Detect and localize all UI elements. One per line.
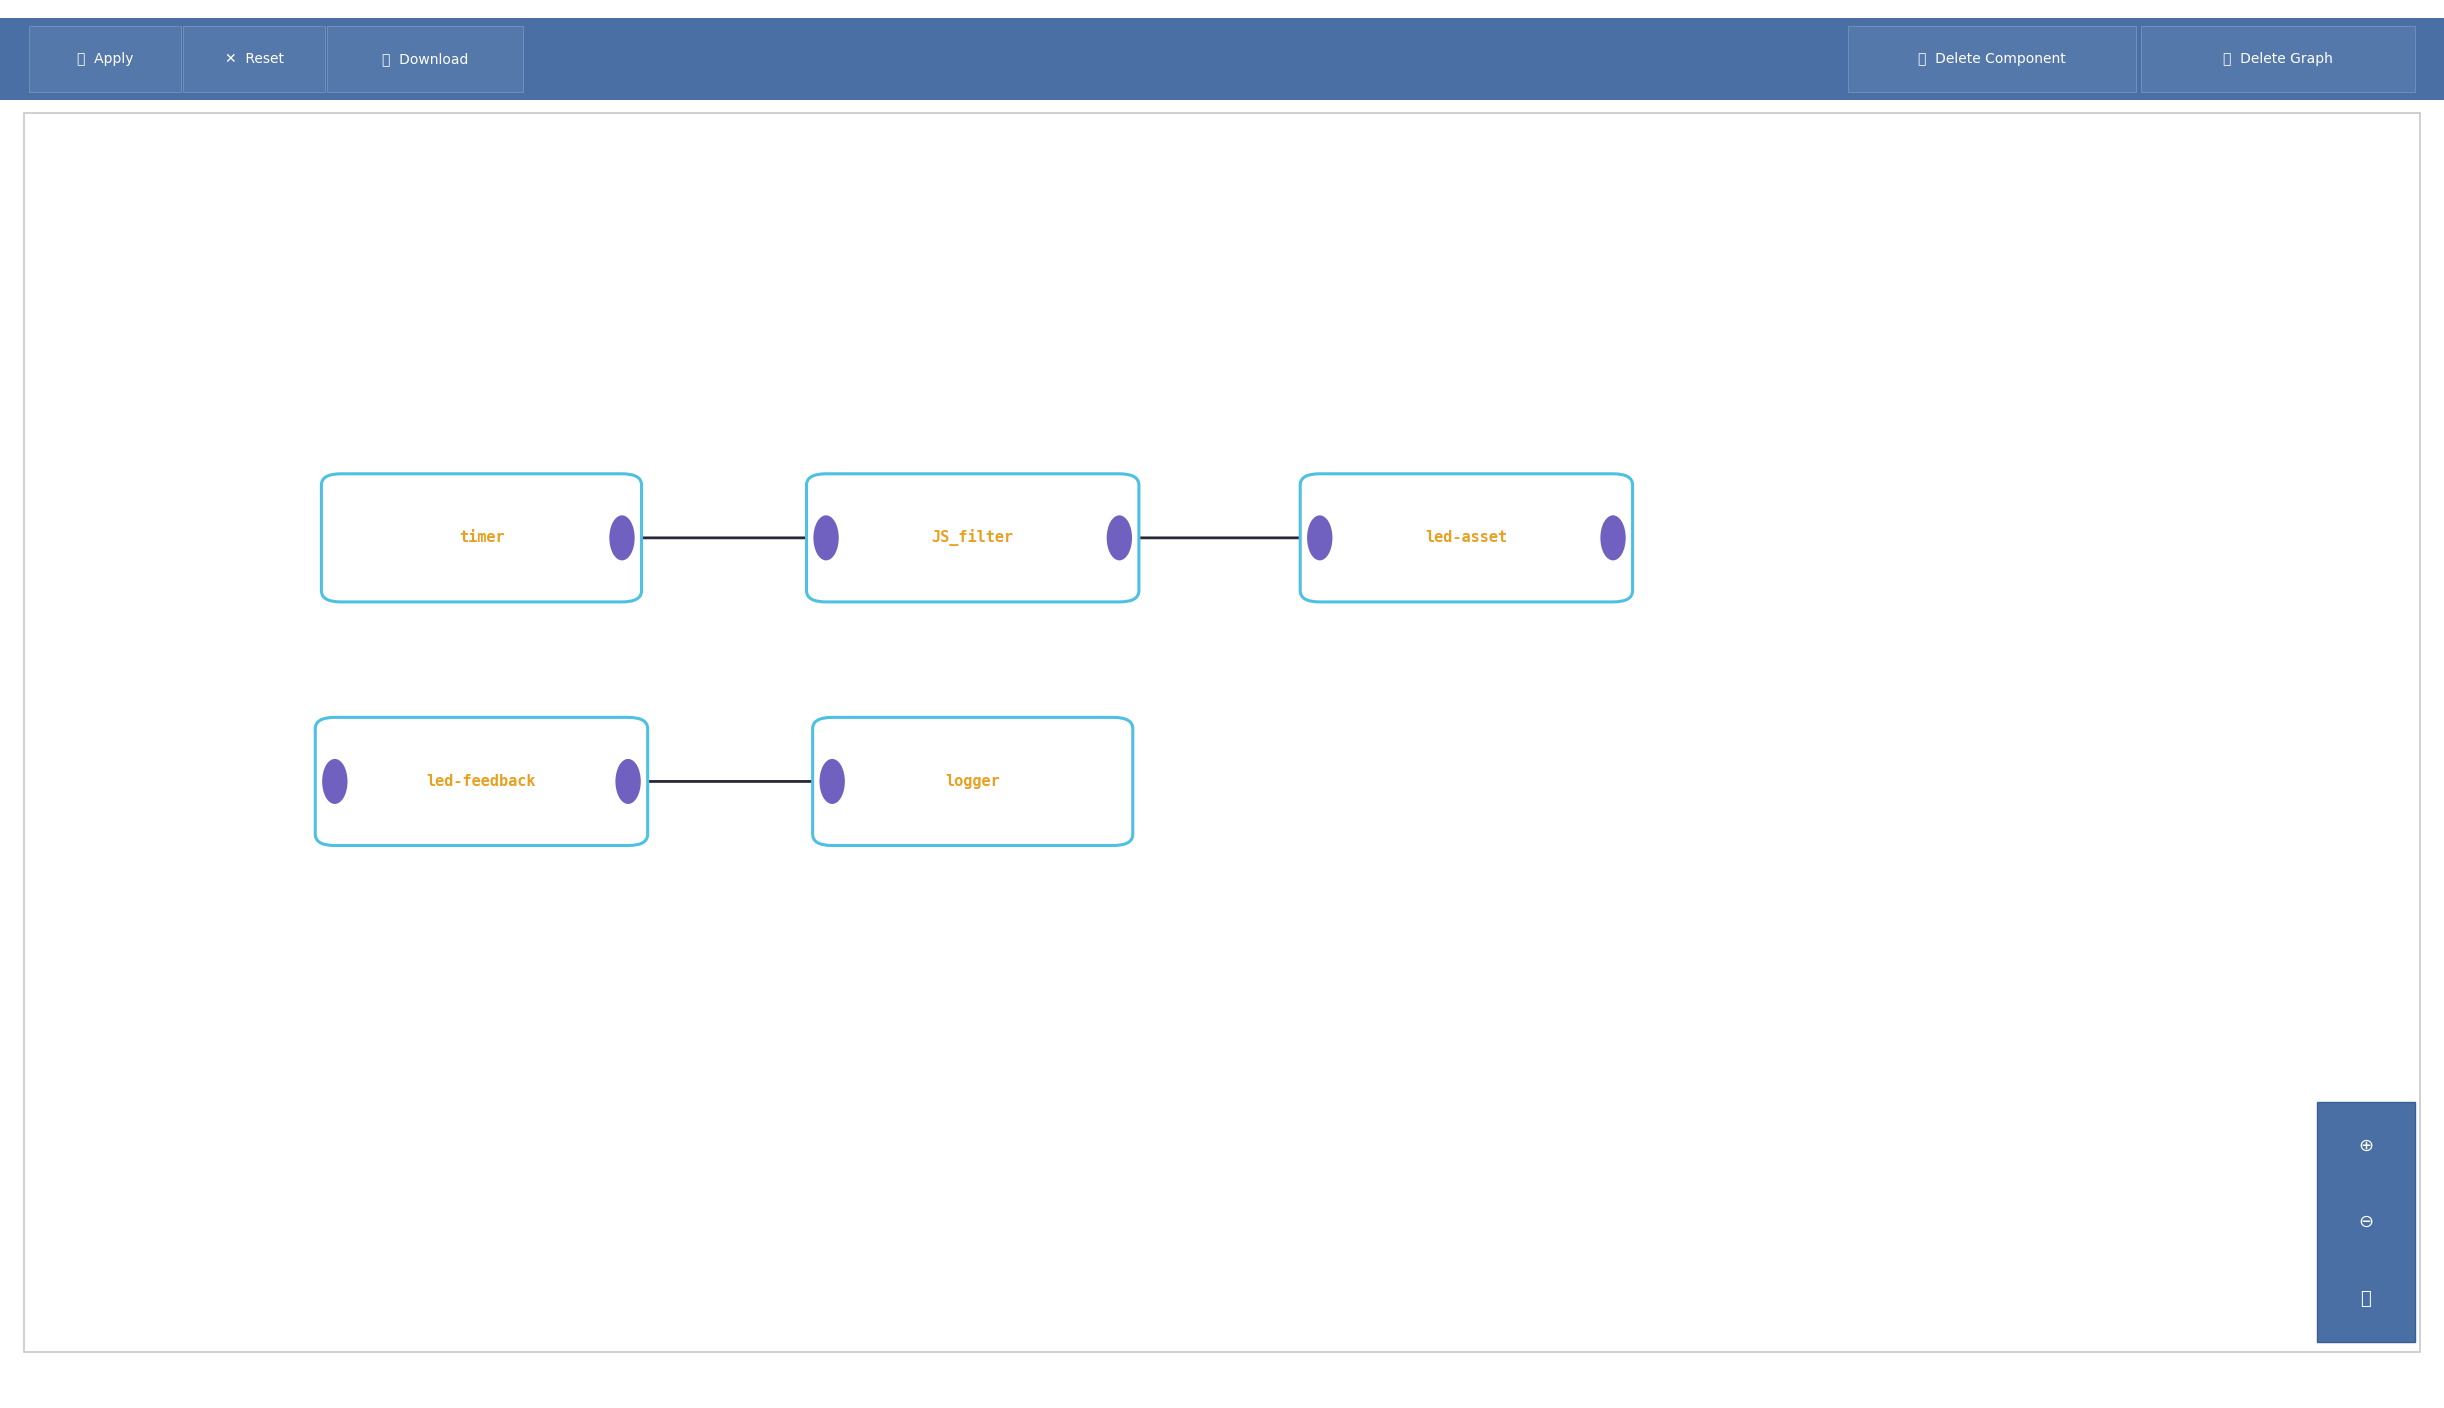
Ellipse shape — [616, 759, 640, 804]
FancyBboxPatch shape — [29, 27, 181, 92]
FancyBboxPatch shape — [1848, 27, 2136, 92]
FancyBboxPatch shape — [183, 27, 325, 92]
Text: led-asset: led-asset — [1425, 531, 1508, 545]
Text: ⊕: ⊕ — [2358, 1136, 2373, 1155]
Text: ⎙  Delete Graph: ⎙ Delete Graph — [2224, 52, 2332, 66]
Ellipse shape — [1107, 515, 1132, 560]
Ellipse shape — [814, 515, 838, 560]
FancyBboxPatch shape — [2141, 27, 2415, 92]
Text: ⤓  Download: ⤓ Download — [381, 52, 469, 66]
Ellipse shape — [1308, 515, 1332, 560]
Text: ✕  Reset: ✕ Reset — [225, 52, 284, 66]
Text: JS_filter: JS_filter — [931, 529, 1014, 546]
Text: ⊖: ⊖ — [2358, 1214, 2373, 1231]
Ellipse shape — [609, 515, 635, 560]
FancyBboxPatch shape — [2317, 1102, 2415, 1342]
FancyBboxPatch shape — [315, 717, 648, 845]
Ellipse shape — [323, 759, 347, 804]
FancyBboxPatch shape — [327, 27, 523, 92]
Text: ⎙  Delete Component: ⎙ Delete Component — [1919, 52, 2065, 66]
FancyBboxPatch shape — [24, 113, 2420, 1352]
Text: ⛶: ⛶ — [2361, 1290, 2371, 1308]
FancyBboxPatch shape — [323, 473, 643, 603]
FancyBboxPatch shape — [807, 473, 1139, 603]
Text: ⎗  Apply: ⎗ Apply — [76, 52, 134, 66]
Text: led-feedback: led-feedback — [428, 774, 535, 788]
Text: logger: logger — [946, 774, 1000, 788]
Ellipse shape — [819, 759, 846, 804]
FancyBboxPatch shape — [1300, 473, 1633, 603]
FancyBboxPatch shape — [811, 717, 1134, 845]
Ellipse shape — [1601, 515, 1625, 560]
FancyBboxPatch shape — [0, 18, 2444, 100]
Text: timer: timer — [459, 531, 503, 545]
Text: Wire Graph: Wire Graph — [32, 35, 166, 55]
